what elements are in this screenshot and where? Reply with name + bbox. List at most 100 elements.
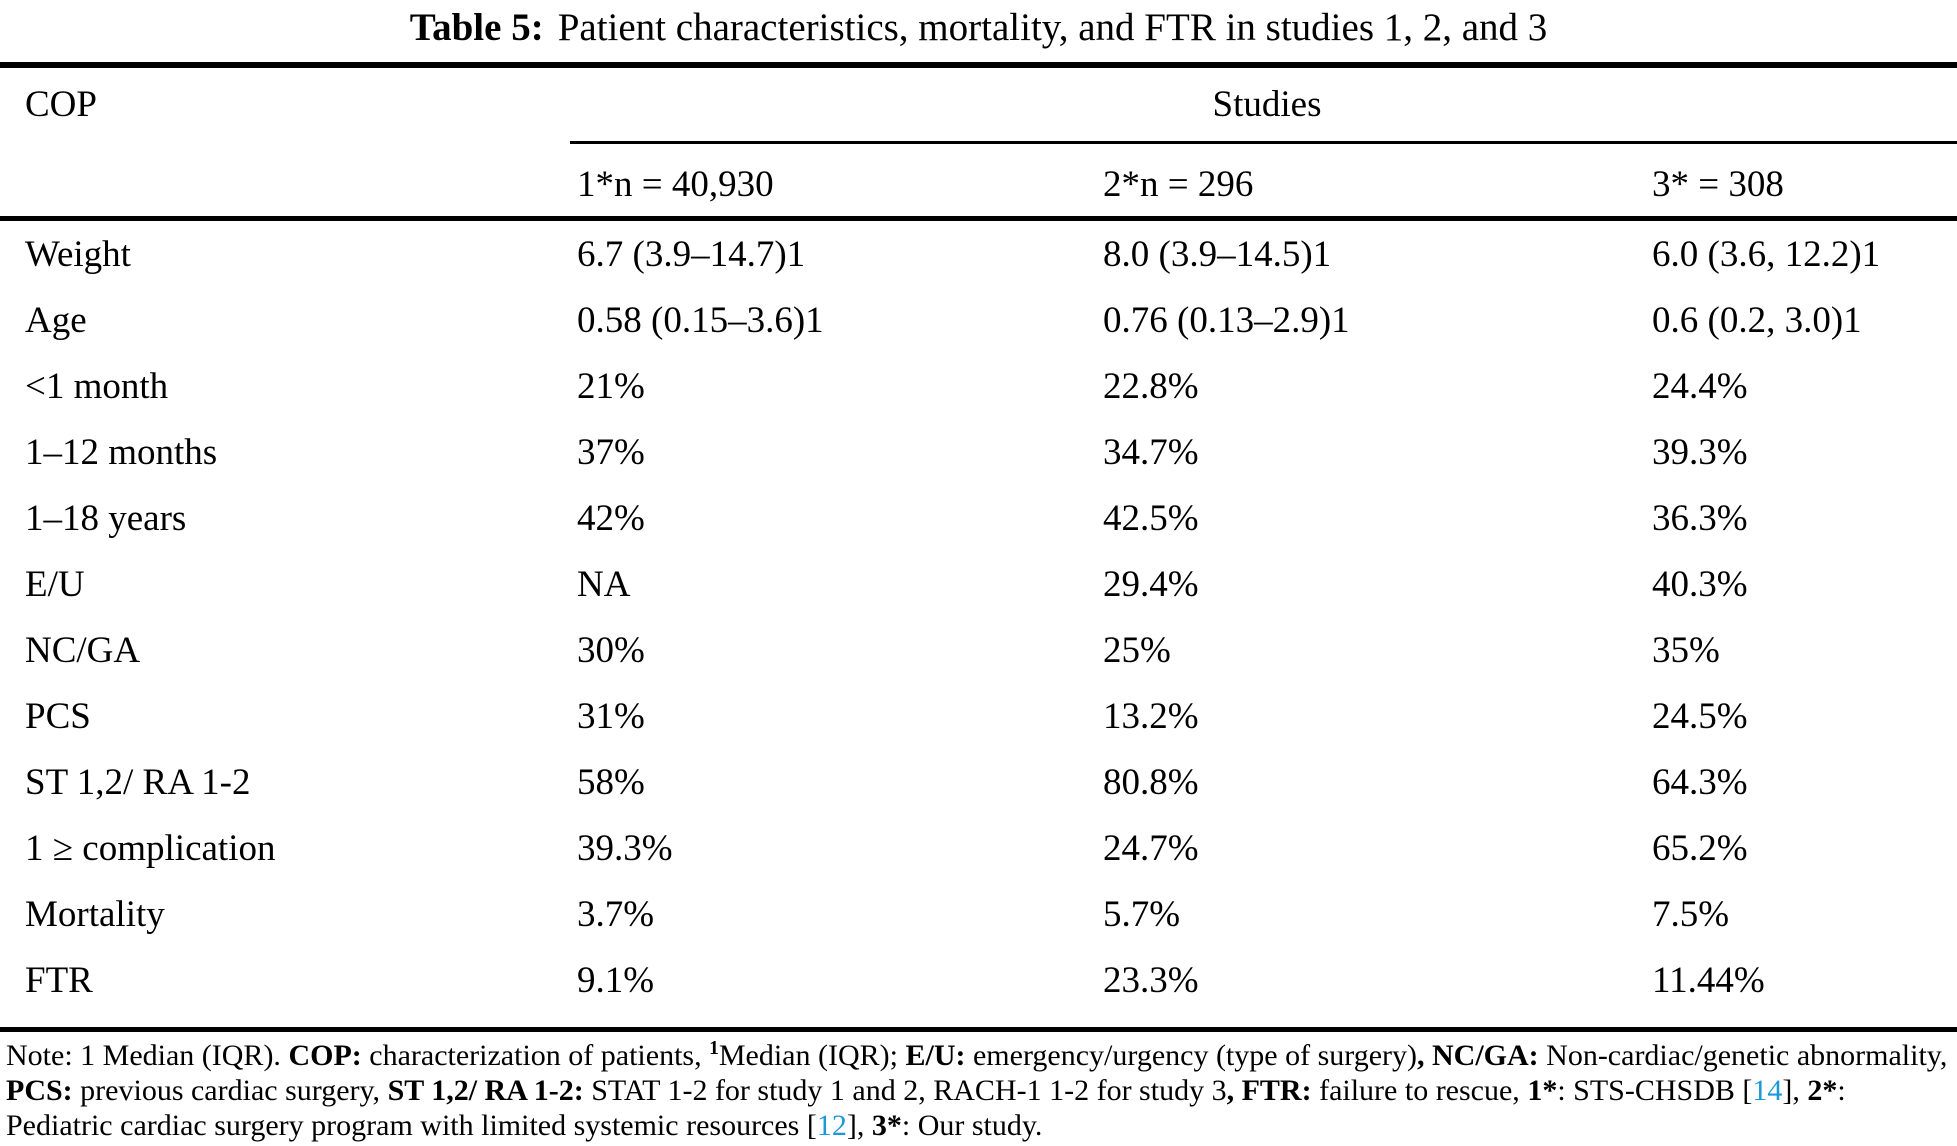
note-text-segment: COP:: [288, 1039, 362, 1072]
row-label: ST 1,2/ RA 1-2: [25, 761, 251, 803]
table-body: Weight 6.7 (3.9–14.7)1 8.0 (3.9–14.5)1 6…: [0, 221, 1957, 1013]
row-label: Weight: [25, 233, 131, 275]
study2-value: 42.5%: [1103, 497, 1199, 539]
table-row: <1 month 21% 22.8% 24.4%: [0, 353, 1957, 419]
study2-value: 8.0 (3.9–14.5)1: [1103, 233, 1332, 275]
note-text-segment: ],: [846, 1109, 872, 1142]
table-row: Weight 6.7 (3.9–14.7)1 8.0 (3.9–14.5)1 6…: [0, 221, 1957, 287]
study1-value: 42%: [577, 497, 645, 539]
table-row: 1 ≥ complication 39.3% 24.7% 65.2%: [0, 815, 1957, 881]
note-text-segment: failure to rescue,: [1311, 1074, 1528, 1107]
study3-value: 36.3%: [1652, 497, 1748, 539]
top-rule: [0, 62, 1957, 68]
table-row: Mortality 3.7% 5.7% 7.5%: [0, 881, 1957, 947]
table-row: PCS 31% 13.2% 24.5%: [0, 683, 1957, 749]
study3-value: 64.3%: [1652, 761, 1748, 803]
note-text-segment: 3*: [871, 1109, 902, 1142]
study2-value: 29.4%: [1103, 563, 1199, 605]
row-label: E/U: [25, 563, 85, 605]
study1-value: 39.3%: [577, 827, 673, 869]
note-text-segment: PCS:: [6, 1074, 73, 1107]
study3-value: 39.3%: [1652, 431, 1748, 473]
note-text-segment: Median (IQR);: [718, 1039, 906, 1072]
study2-value: 34.7%: [1103, 431, 1199, 473]
row-label: Mortality: [25, 893, 165, 935]
header-body-rule: [0, 216, 1957, 221]
study2-value: 25%: [1103, 629, 1171, 671]
study1-column-header: 1*n = 40,930: [577, 164, 774, 205]
study1-value: NA: [577, 563, 631, 605]
citation-link-12[interactable]: 12: [816, 1109, 847, 1142]
empty-header-cell: [0, 206, 577, 216]
study3-value: 65.2%: [1652, 827, 1748, 869]
study2-value: 80.8%: [1103, 761, 1199, 803]
table-row: 1–12 months 37% 34.7% 39.3%: [0, 419, 1957, 485]
study3-value: 24.5%: [1652, 695, 1748, 737]
studies-group-header: Studies: [1212, 84, 1322, 125]
table-row: E/U NA 29.4% 40.3%: [0, 551, 1957, 617]
study3-value: 0.6 (0.2, 3.0)1: [1652, 299, 1862, 341]
row-label: 1 ≥ complication: [25, 827, 276, 869]
note-text-segment: , NC/GA:: [1417, 1039, 1539, 1072]
study2-value: 22.8%: [1103, 365, 1199, 407]
study1-value: 58%: [577, 761, 645, 803]
table-row: FTR 9.1% 23.3% 11.44%: [0, 947, 1957, 1013]
row-label: NC/GA: [25, 629, 141, 671]
study2-column-header: 2*n = 296: [1103, 164, 1254, 205]
study3-value: 40.3%: [1652, 563, 1748, 605]
row-label: Age: [25, 299, 87, 341]
study2-value: 0.76 (0.13–2.9)1: [1103, 299, 1350, 341]
note-text-segment: STAT 1-2 for study 1 and 2, RACH-1 1-2 f…: [583, 1074, 1227, 1107]
note-text-segment: : Pediatric cardiac surgery program with…: [6, 1074, 1846, 1142]
note-text-segment: : Our study.: [901, 1109, 1043, 1142]
note-text-segment: Note: 1 Median (IQR).: [6, 1039, 289, 1072]
column-header-row: 1*n = 40,930 2*n = 296 3* = 308: [0, 144, 1957, 216]
study2-value: 5.7%: [1103, 893, 1181, 935]
note-text-segment: ],: [1782, 1074, 1808, 1107]
table-row: ST 1,2/ RA 1-2 58% 80.8% 64.3%: [0, 749, 1957, 815]
study2-value: 13.2%: [1103, 695, 1199, 737]
note-text-segment: ST 1,2/ RA 1-2:: [387, 1074, 584, 1107]
study1-value: 3.7%: [577, 893, 655, 935]
note-text-segment: characterization of patients,: [361, 1039, 710, 1072]
row-label: FTR: [25, 959, 93, 1001]
row-label: <1 month: [25, 365, 169, 407]
table-note: Note: 1 Median (IQR). COP: characterizat…: [0, 1038, 1957, 1143]
table-row: 1–18 years 42% 42.5% 36.3%: [0, 485, 1957, 551]
study1-value: 21%: [577, 365, 645, 407]
note-text-segment: 2*: [1807, 1074, 1838, 1107]
study1-value: 6.7 (3.9–14.7)1: [577, 233, 806, 275]
row-label: PCS: [25, 695, 91, 737]
note-text-segment: 1: [709, 1038, 719, 1059]
table-caption: Table 5: Patient characteristics, mortali…: [0, 0, 1957, 50]
study1-value: 30%: [577, 629, 645, 671]
study2-value: 24.7%: [1103, 827, 1199, 869]
note-text-segment: 1*: [1527, 1074, 1558, 1107]
table-caption-number: Table 5:: [409, 6, 544, 49]
note-text-segment: Non-cardiac/genetic abnormality,: [1538, 1039, 1948, 1072]
table-row: Age 0.58 (0.15–3.6)1 0.76 (0.13–2.9)1 0.…: [0, 287, 1957, 353]
study3-value: 7.5%: [1652, 893, 1730, 935]
study1-value: 0.58 (0.15–3.6)1: [577, 299, 824, 341]
studies-underline-rule: [570, 141, 1957, 144]
study3-value: 24.4%: [1652, 365, 1748, 407]
study1-value: 31%: [577, 695, 645, 737]
study3-value: 11.44%: [1652, 959, 1765, 1001]
study1-value: 37%: [577, 431, 645, 473]
cop-column-header: COP: [25, 84, 97, 125]
note-text-segment: E/U:: [905, 1039, 966, 1072]
note-text-segment: , FTR:: [1226, 1074, 1312, 1107]
study3-value: 35%: [1652, 629, 1720, 671]
citation-link-14[interactable]: 14: [1752, 1074, 1783, 1107]
header-group-row: COP Studies: [0, 68, 1957, 141]
table-row: NC/GA 30% 25% 35%: [0, 617, 1957, 683]
note-text-segment: : STS-CHSDB [: [1557, 1074, 1753, 1107]
study3-column-header: 3* = 308: [1652, 164, 1784, 205]
note-text-segment: emergency/urgency (type of surgery): [965, 1039, 1417, 1072]
row-label: 1–12 months: [25, 431, 218, 473]
bottom-rule: [0, 1027, 1957, 1032]
study2-value: 23.3%: [1103, 959, 1199, 1001]
study3-value: 6.0 (3.6, 12.2)1: [1652, 233, 1881, 275]
row-label: 1–18 years: [25, 497, 187, 539]
